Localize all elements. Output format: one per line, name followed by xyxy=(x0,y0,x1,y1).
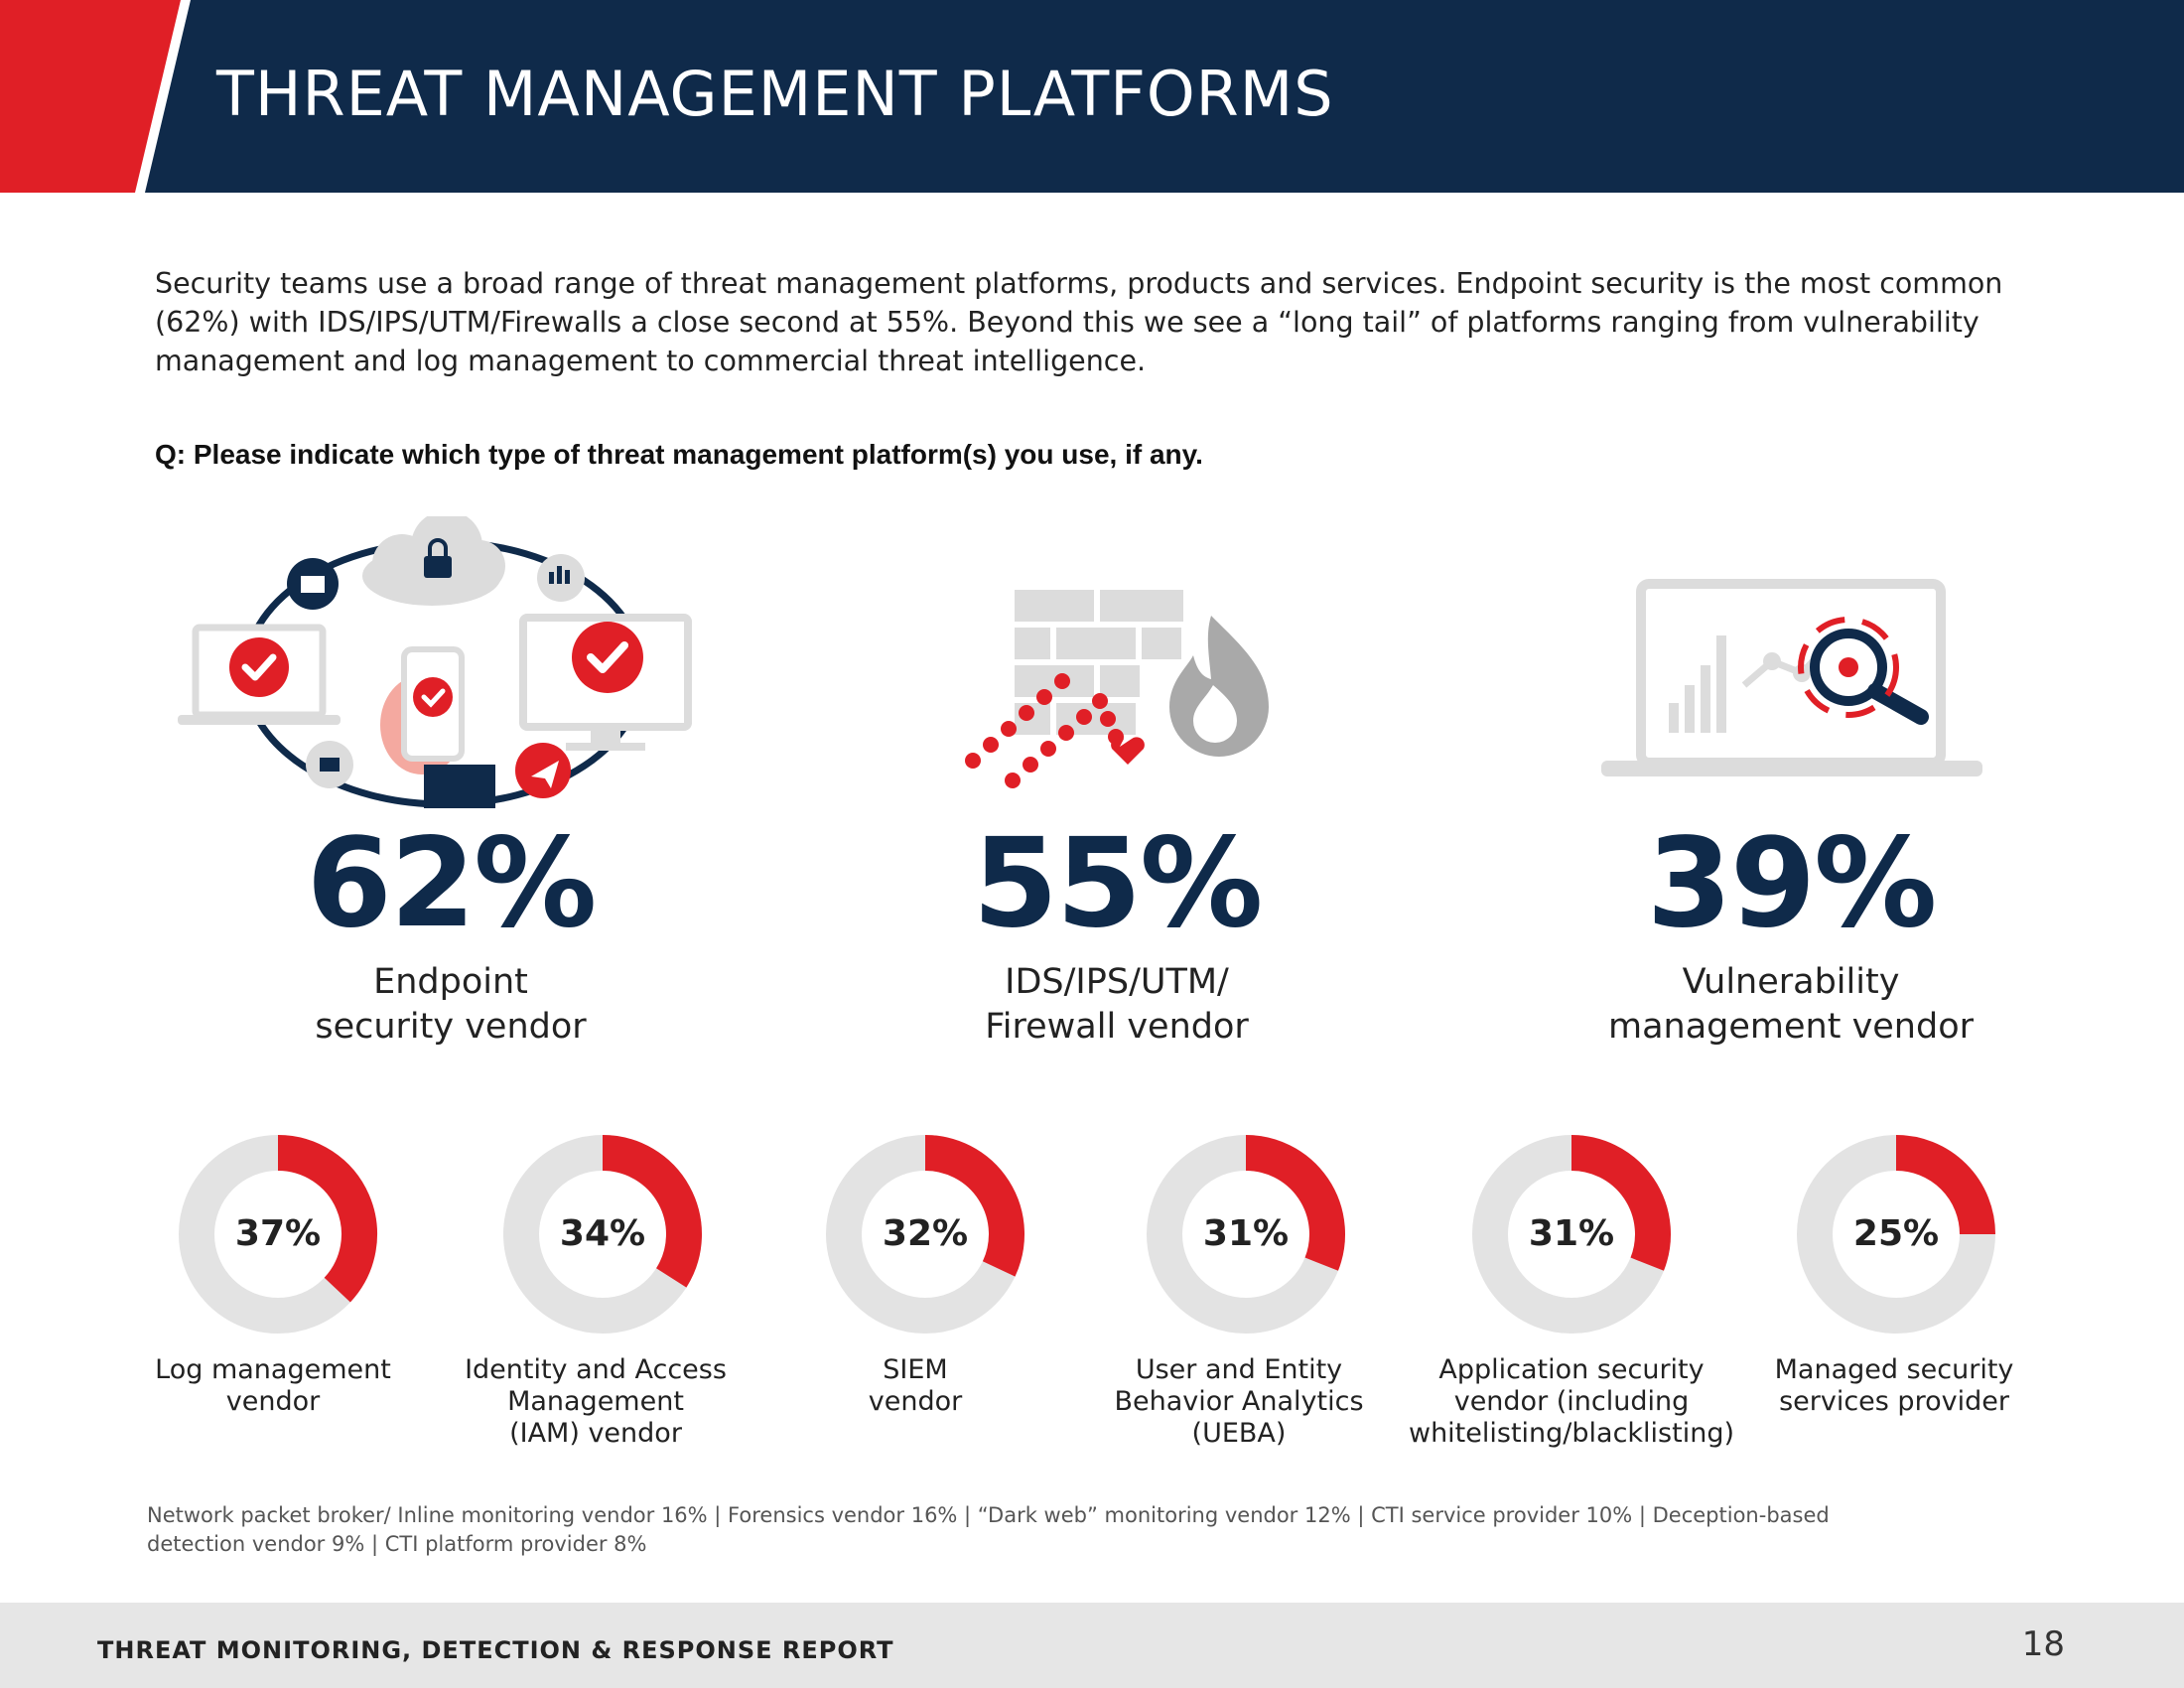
stat-label: Endpoint security vendor xyxy=(173,960,729,1050)
stat-value: 39% xyxy=(1646,812,1938,955)
stat-label-line2: security vendor xyxy=(315,1007,587,1047)
other-platforms-line2: detection vendor 9% | CTI platform provi… xyxy=(147,1532,647,1556)
donut-iam: 34% xyxy=(498,1130,707,1338)
donut-chart xyxy=(503,1135,702,1334)
donut-arc xyxy=(1245,1135,1345,1271)
stat-label: IDS/IPS/UTM/ Firewall vendor xyxy=(839,960,1395,1050)
donut-value: 25% xyxy=(1852,1213,1940,1254)
header-banner: THREAT MANAGEMENT PLATFORMS xyxy=(0,0,2184,193)
footer-bar: THREAT MONITORING, DETECTION & RESPONSE … xyxy=(0,1603,2184,1688)
donut-label-application-security: Application security vendor (including w… xyxy=(1403,1354,1740,1450)
donut-application-security: 31% xyxy=(1467,1130,1676,1338)
label-line: User and Entity xyxy=(1135,1354,1343,1385)
donut-value: 32% xyxy=(882,1213,969,1254)
donut-label-iam: Identity and Access Management (IAM) ven… xyxy=(427,1354,764,1450)
survey-question: Q: Please indicate which type of threat … xyxy=(155,439,1203,470)
donut-label-log-management: Log management vendor xyxy=(104,1354,442,1418)
other-platforms-line1: Network packet broker/ Inline monitoring… xyxy=(147,1503,1830,1527)
laptop-icon xyxy=(178,624,341,725)
donut-chart xyxy=(1147,1135,1345,1334)
stat-endpoint: 62% Endpoint security vendor xyxy=(173,819,729,1050)
donut-chart xyxy=(826,1135,1024,1334)
header-background xyxy=(0,0,2184,193)
label-line: (IAM) vendor xyxy=(509,1418,682,1449)
donut-label-ueba: User and Entity Behavior Analytics (UEBA… xyxy=(1070,1354,1408,1450)
donut-chart xyxy=(1472,1135,1671,1334)
donut-log-management: 37% xyxy=(174,1130,382,1338)
vulnerability-scan-icon xyxy=(1601,579,1982,776)
stat-firewall: 55% IDS/IPS/UTM/ Firewall vendor xyxy=(839,819,1395,1050)
donut-arc xyxy=(277,1135,377,1303)
label-line: Identity and Access xyxy=(465,1354,727,1385)
label-line: (UEBA) xyxy=(1191,1418,1287,1449)
red-accent-shape xyxy=(0,0,181,193)
page-title: THREAT MANAGEMENT PLATFORMS xyxy=(216,58,1334,130)
donut-arc xyxy=(924,1135,1024,1277)
stat-label-line1: IDS/IPS/UTM/ xyxy=(1005,962,1229,1002)
stat-label-line2: management vendor xyxy=(1607,1007,1975,1047)
donut-value: 31% xyxy=(1528,1213,1615,1254)
report-title: THREAT MONITORING, DETECTION & RESPONSE … xyxy=(97,1636,894,1664)
donut-arc xyxy=(1895,1135,1995,1235)
label-line: services provider xyxy=(1779,1386,2009,1417)
label-line: vendor xyxy=(868,1386,963,1417)
label-line: Log management xyxy=(155,1354,391,1385)
donut-value: 34% xyxy=(559,1213,646,1254)
stat-label-line2: Firewall vendor xyxy=(985,1007,1249,1047)
navy-band-shape xyxy=(145,0,2184,193)
donut-arc xyxy=(602,1135,702,1288)
stat-value: 55% xyxy=(972,812,1264,955)
donut-siem: 32% xyxy=(821,1130,1029,1338)
firewall-icon xyxy=(965,590,1269,788)
cloud-lock-icon xyxy=(362,516,505,606)
donut-chart xyxy=(179,1135,377,1334)
donut-value: 31% xyxy=(1202,1213,1290,1254)
page-number: 18 xyxy=(2021,1624,2065,1664)
monitor-icon xyxy=(519,614,692,751)
stat-label-line1: Endpoint xyxy=(373,962,528,1002)
donut-chart xyxy=(1797,1135,1995,1334)
endpoint-devices-icon xyxy=(178,516,692,808)
donut-label-managed-security: Managed security services provider xyxy=(1725,1354,2063,1418)
label-line: Behavior Analytics xyxy=(1114,1386,1364,1417)
donut-ueba: 31% xyxy=(1142,1130,1350,1338)
label-line: Application security xyxy=(1438,1354,1705,1385)
label-line: SIEM xyxy=(883,1354,948,1385)
label-line: vendor xyxy=(225,1386,321,1417)
stat-label: Vulnerability management vendor xyxy=(1513,960,2069,1050)
donut-managed-security: 25% xyxy=(1792,1130,2000,1338)
donut-value: 37% xyxy=(234,1213,322,1254)
stat-label-line1: Vulnerability xyxy=(1682,962,1900,1002)
stat-value: 62% xyxy=(306,812,598,955)
label-line: whitelisting/blacklisting) xyxy=(1408,1418,1734,1449)
donut-label-siem: SIEM vendor xyxy=(747,1354,1084,1418)
label-line: Managed security xyxy=(1774,1354,2014,1385)
intro-paragraph: Security teams use a broad range of thre… xyxy=(155,267,2003,377)
stat-vulnerability: 39% Vulnerability management vendor xyxy=(1513,819,2069,1050)
label-line: Management xyxy=(507,1386,684,1417)
label-line: vendor (including xyxy=(1453,1386,1690,1417)
donut-arc xyxy=(1570,1135,1671,1271)
phone-hand-icon xyxy=(380,646,495,808)
other-platforms-list: Network packet broker/ Inline monitoring… xyxy=(147,1501,2033,1559)
